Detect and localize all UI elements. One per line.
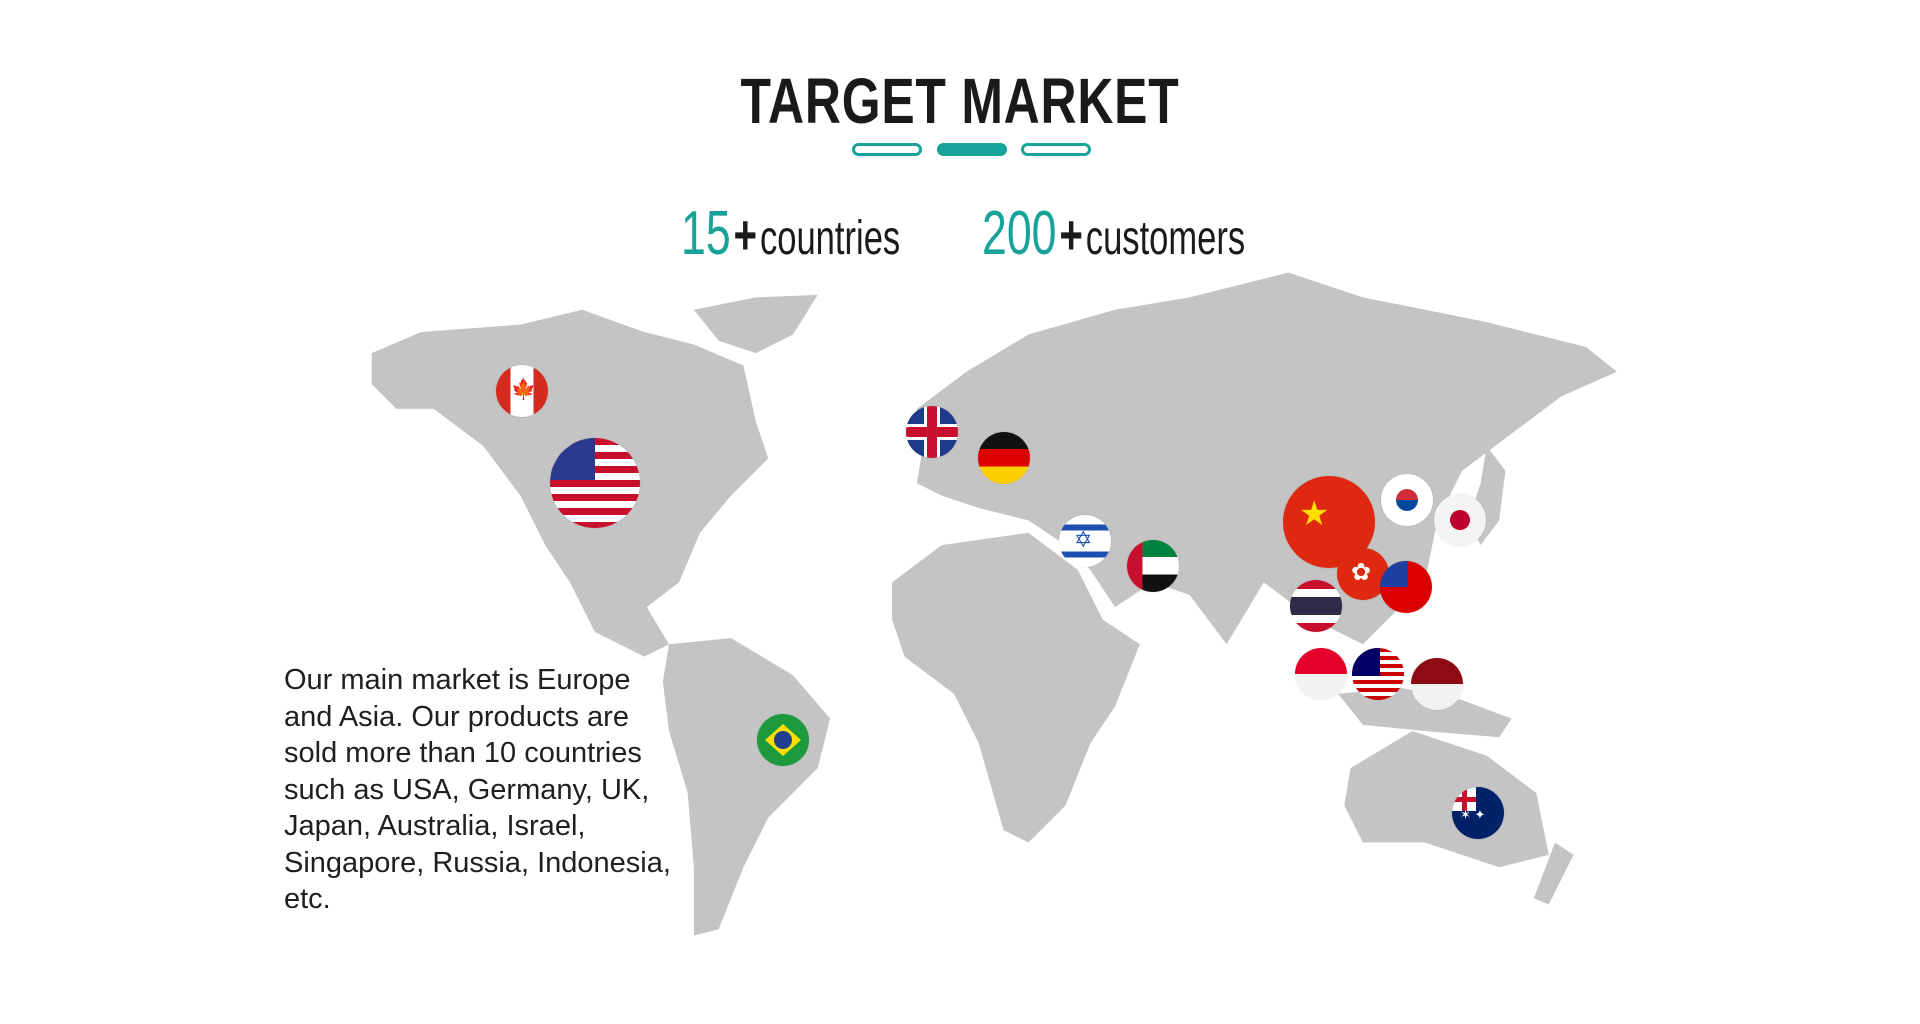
flag-japan-icon [1434, 494, 1486, 546]
flag-australia-icon [1452, 787, 1504, 839]
flag-israel-icon [1059, 515, 1111, 567]
greenland [693, 294, 818, 354]
market-description: Our main market is Europe and Asia. Our … [284, 664, 671, 915]
flag-usa-icon [550, 438, 640, 528]
flag-malaysia-icon [1352, 648, 1404, 700]
stat-value: 15 [681, 199, 731, 268]
flag-taiwan-icon [1380, 561, 1432, 613]
australia [1344, 731, 1549, 868]
stat-plus: + [733, 203, 758, 266]
indicator-dot[interactable] [1021, 143, 1091, 156]
flag-singapore-icon [1295, 648, 1347, 700]
flag-uae-icon [1127, 540, 1179, 592]
flag-south-korea-icon [1381, 474, 1433, 526]
flag-canada-icon [496, 365, 548, 417]
page-title: TARGET MARKET [740, 65, 1180, 137]
stat-customers: 200+customers [982, 198, 1245, 269]
stat-countries: 15+countries [681, 198, 900, 269]
stat-label: countries [759, 212, 901, 265]
flag-indonesia-icon [1411, 658, 1463, 710]
stat-label: customers [1085, 212, 1246, 265]
flag-brazil-icon [757, 714, 809, 766]
new-zealand [1533, 842, 1574, 905]
flag-china-icon [1283, 476, 1375, 568]
stat-value: 200 [982, 199, 1057, 268]
indicator-dot[interactable] [852, 143, 922, 156]
flag-uk-icon [906, 406, 958, 458]
southeast-asia-islands [1338, 687, 1512, 738]
south-america [662, 638, 831, 936]
stat-plus: + [1059, 203, 1083, 266]
flag-germany-icon [978, 432, 1030, 484]
africa [892, 532, 1140, 843]
flag-thailand-icon [1290, 580, 1342, 632]
indicator-dot-active[interactable] [937, 143, 1007, 156]
